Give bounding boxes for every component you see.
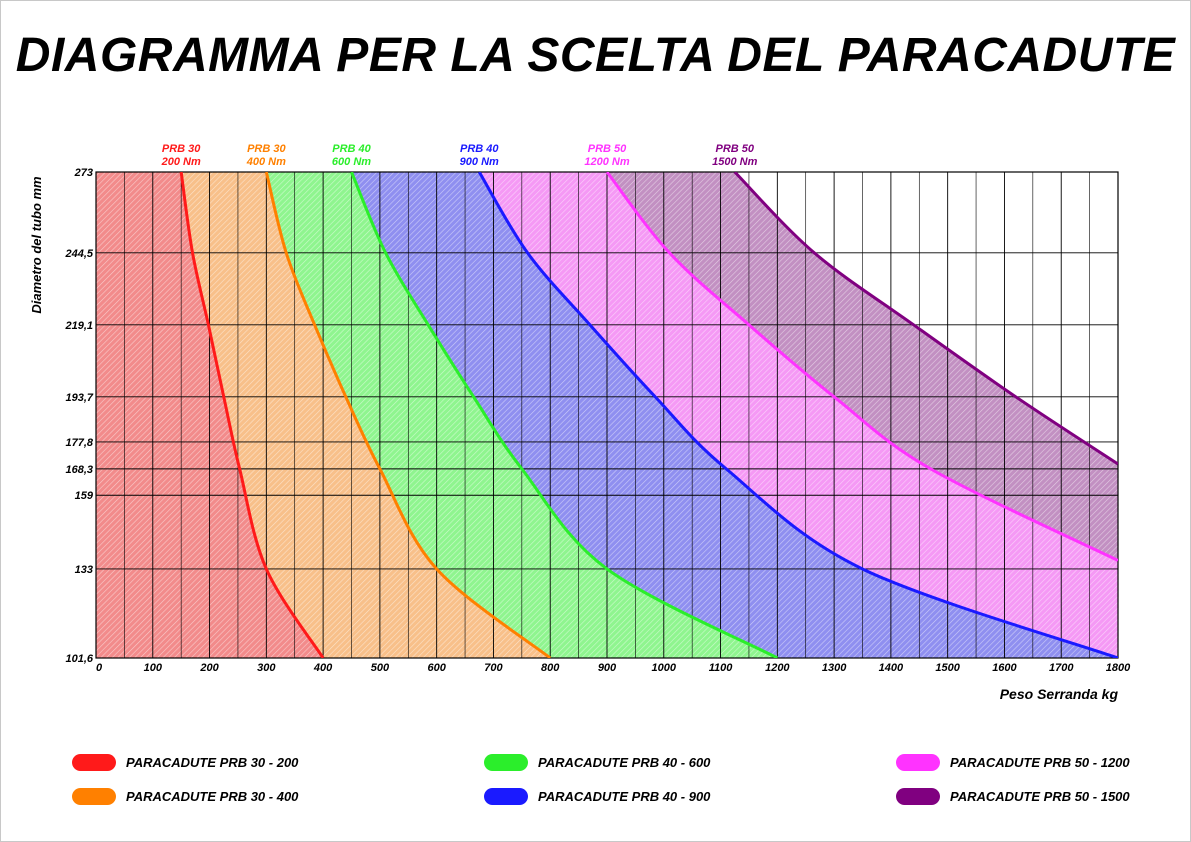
series-top-label-model: PRB 30 xyxy=(162,143,201,155)
series-line-5 xyxy=(733,172,1118,466)
series-line-1 xyxy=(264,172,552,658)
band-hatch-4 xyxy=(479,172,1118,658)
x-tick-label: 1000 xyxy=(652,662,677,674)
y-tick-label: 133 xyxy=(75,564,93,576)
legend-label: PARACADUTE PRB 50 - 1200 xyxy=(950,754,1130,770)
series-top-label-torque: 400 Nm xyxy=(246,156,286,168)
series-line-3 xyxy=(477,172,1118,658)
x-tick-label: 500 xyxy=(371,662,390,674)
legend-item: PARACADUTE PRB 30 - 200 xyxy=(72,752,298,772)
x-tick-label: 800 xyxy=(541,662,560,674)
legend-item: PARACADUTE PRB 50 - 1500 xyxy=(896,786,1130,806)
series-top-label-model: PRB 40 xyxy=(460,143,499,155)
legend-item: PARACADUTE PRB 30 - 400 xyxy=(72,786,298,806)
y-tick-label: 273 xyxy=(74,167,93,179)
series-top-label-model: PRB 50 xyxy=(715,143,754,155)
y-tick-label: 159 xyxy=(75,490,94,502)
legend-item: PARACADUTE PRB 40 - 900 xyxy=(484,786,710,806)
y-tick-label: 177,8 xyxy=(65,437,93,449)
x-axis-label: Peso Serranda kg xyxy=(999,686,1118,702)
band-hatch-3 xyxy=(351,172,1118,658)
x-tick-label: 900 xyxy=(598,662,617,674)
series-top-label-torque: 1500 Nm xyxy=(712,156,757,168)
legend-swatch xyxy=(484,787,528,805)
x-tick-label: 600 xyxy=(427,662,446,674)
legend-swatch xyxy=(896,787,940,805)
x-tick-label: 1300 xyxy=(822,662,847,674)
x-tick-label: 1200 xyxy=(765,662,790,674)
y-tick-label: 193,7 xyxy=(65,392,93,404)
chart-title: DIAGRAMMA PER LA SCELTA DEL PARACADUTE xyxy=(15,29,1176,82)
legend-swatch xyxy=(72,787,116,805)
series-top-label-model: PRB 40 xyxy=(332,143,371,155)
legend-label: PARACADUTE PRB 30 - 400 xyxy=(126,788,299,804)
x-tick-label: 100 xyxy=(144,662,163,674)
x-tick-label: 1800 xyxy=(1106,662,1131,674)
x-tick-label: 1400 xyxy=(879,662,904,674)
band-hatch-2 xyxy=(266,172,778,658)
legend-swatch xyxy=(896,753,940,771)
series-top-label-model: PRB 30 xyxy=(247,143,286,155)
legend-label: PARACADUTE PRB 40 - 900 xyxy=(538,788,711,804)
y-tick-label: 101,6 xyxy=(65,653,93,665)
legend-item: PARACADUTE PRB 50 - 1200 xyxy=(896,752,1130,772)
x-tick-label: 1100 xyxy=(709,662,734,674)
series-line-0 xyxy=(179,172,325,658)
legend-swatch xyxy=(72,753,116,771)
y-axis-label: Diametro del tubo mm xyxy=(29,176,44,314)
x-tick-label: 1700 xyxy=(1049,662,1074,674)
series-top-label-model: PRB 50 xyxy=(588,143,627,155)
x-tick-label: 1500 xyxy=(935,662,960,674)
series-line-2 xyxy=(350,172,779,658)
series-top-label-torque: 200 Nm xyxy=(161,156,201,168)
legend-swatch xyxy=(484,753,528,771)
band-hatch-1 xyxy=(181,172,551,658)
series-top-label-torque: 900 Nm xyxy=(460,156,499,168)
legend-item: PARACADUTE PRB 40 - 600 xyxy=(484,752,710,772)
x-tick-label: 400 xyxy=(313,662,333,674)
legend-label: PARACADUTE PRB 40 - 600 xyxy=(538,754,711,770)
y-tick-label: 219,1 xyxy=(64,320,93,332)
series-top-label-torque: 1200 Nm xyxy=(584,156,629,168)
series-top-label-torque: 600 Nm xyxy=(332,156,371,168)
x-tick-label: 0 xyxy=(96,662,103,674)
x-tick-label: 1600 xyxy=(992,662,1017,674)
legend-label: PARACADUTE PRB 30 - 200 xyxy=(126,754,299,770)
y-tick-label: 244,5 xyxy=(64,248,93,260)
x-tick-label: 300 xyxy=(257,662,276,674)
x-tick-label: 200 xyxy=(199,662,219,674)
series-line-4 xyxy=(605,172,1118,562)
x-tick-label: 700 xyxy=(484,662,503,674)
legend-label: PARACADUTE PRB 50 - 1500 xyxy=(950,788,1130,804)
y-tick-label: 168,3 xyxy=(65,464,93,476)
